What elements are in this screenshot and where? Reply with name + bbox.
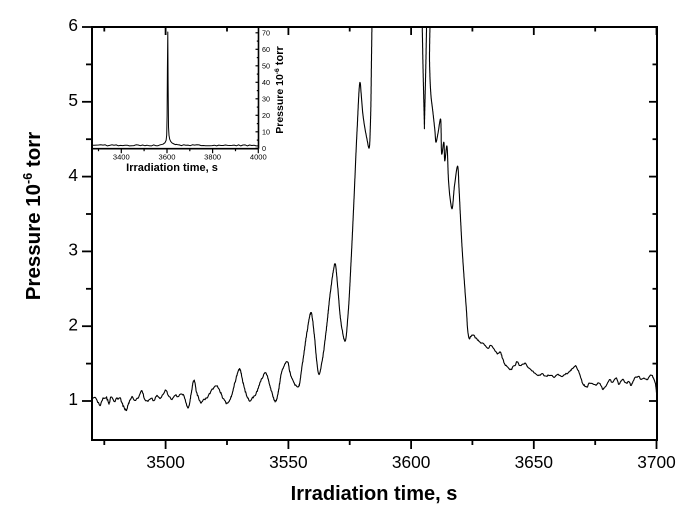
svg-text:3550: 3550	[269, 452, 307, 472]
svg-text:3600: 3600	[392, 452, 430, 472]
svg-text:5: 5	[68, 90, 78, 110]
svg-text:3800: 3800	[204, 153, 221, 162]
svg-text:3400: 3400	[113, 153, 130, 162]
svg-text:60: 60	[262, 45, 270, 54]
svg-text:1: 1	[68, 389, 78, 409]
svg-text:Irradiation time, s: Irradiation time, s	[291, 483, 458, 505]
svg-text:Irradiation time, s: Irradiation time, s	[126, 162, 218, 174]
svg-text:6: 6	[68, 15, 78, 35]
svg-text:Pressure 10-6 torr: Pressure 10-6 torr	[274, 46, 286, 134]
svg-text:10: 10	[262, 127, 270, 136]
svg-text:3600: 3600	[159, 153, 176, 162]
svg-text:30: 30	[262, 94, 270, 103]
svg-text:3650: 3650	[515, 452, 553, 472]
svg-text:3: 3	[68, 240, 78, 260]
svg-text:40: 40	[262, 78, 270, 87]
svg-text:20: 20	[262, 111, 270, 120]
svg-text:50: 50	[262, 61, 270, 70]
svg-text:4000: 4000	[250, 153, 267, 162]
svg-text:3500: 3500	[146, 452, 184, 472]
svg-text:Pressure 10-6 torr: Pressure 10-6 torr	[21, 132, 45, 300]
svg-text:0: 0	[262, 144, 266, 153]
svg-text:4: 4	[68, 165, 78, 185]
svg-text:2: 2	[68, 314, 78, 334]
svg-text:70: 70	[262, 28, 270, 37]
svg-text:3700: 3700	[637, 452, 675, 472]
